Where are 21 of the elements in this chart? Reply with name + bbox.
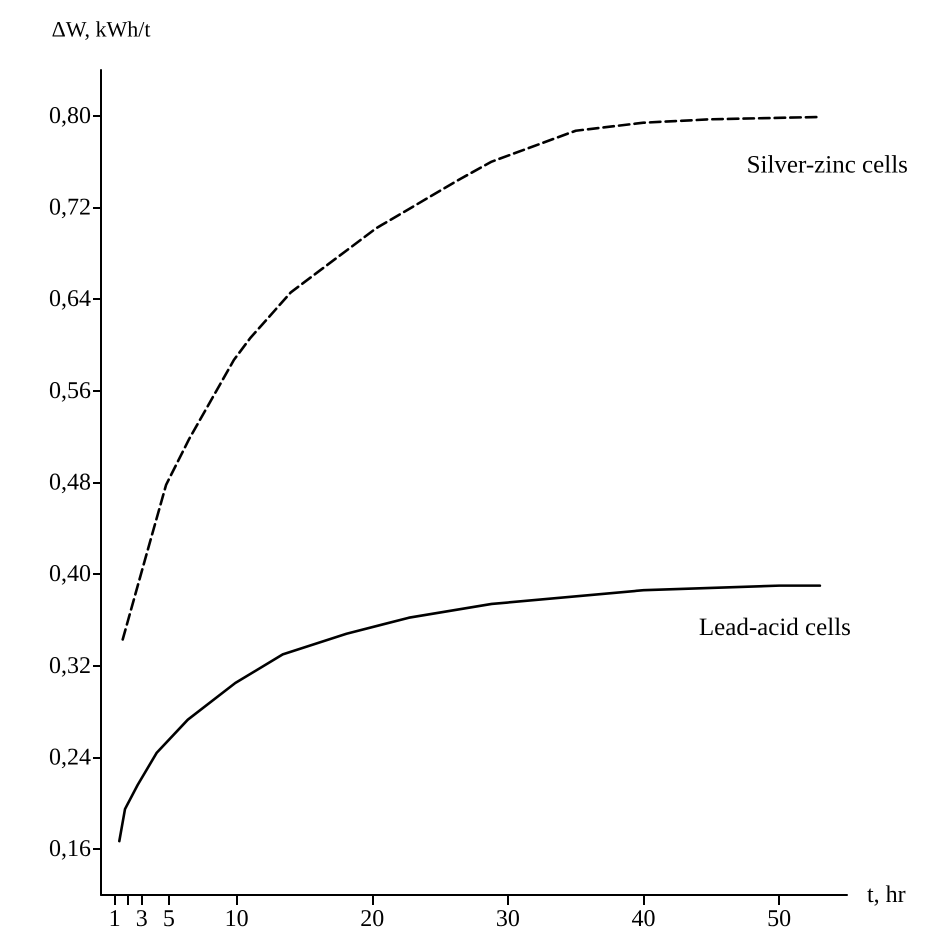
y-tick-label: 0,64	[49, 286, 91, 312]
y-axis-title: ΔW, kWh/t	[52, 16, 150, 42]
x-axis-title: t, hr	[867, 882, 906, 908]
y-tick-label: 0,80	[49, 102, 91, 129]
series-label: Lead-acid cells	[698, 614, 851, 642]
x-tick-label: 3	[136, 906, 148, 932]
y-tick-label: 0,16	[49, 836, 91, 862]
x-tick-label: 20	[360, 906, 384, 932]
x-tick-label: 1	[108, 906, 121, 932]
y-tick-label: 0,32	[49, 652, 91, 679]
y-tick-label: 0,56	[49, 378, 91, 404]
series-label: Silver-zinc cells	[746, 151, 908, 178]
x-tick-label: 50	[767, 906, 792, 932]
y-tick-label: 0,40	[49, 561, 91, 588]
x-tick-label: 5	[162, 906, 175, 932]
x-tick-label: 10	[224, 906, 249, 932]
x-tick-label: 40	[632, 906, 656, 932]
y-tick-label: 0,72	[49, 194, 91, 220]
x-tick-label: 30	[496, 906, 520, 932]
y-tick-label: 0,24	[49, 744, 91, 770]
y-tick-label: 0,48	[49, 470, 91, 496]
